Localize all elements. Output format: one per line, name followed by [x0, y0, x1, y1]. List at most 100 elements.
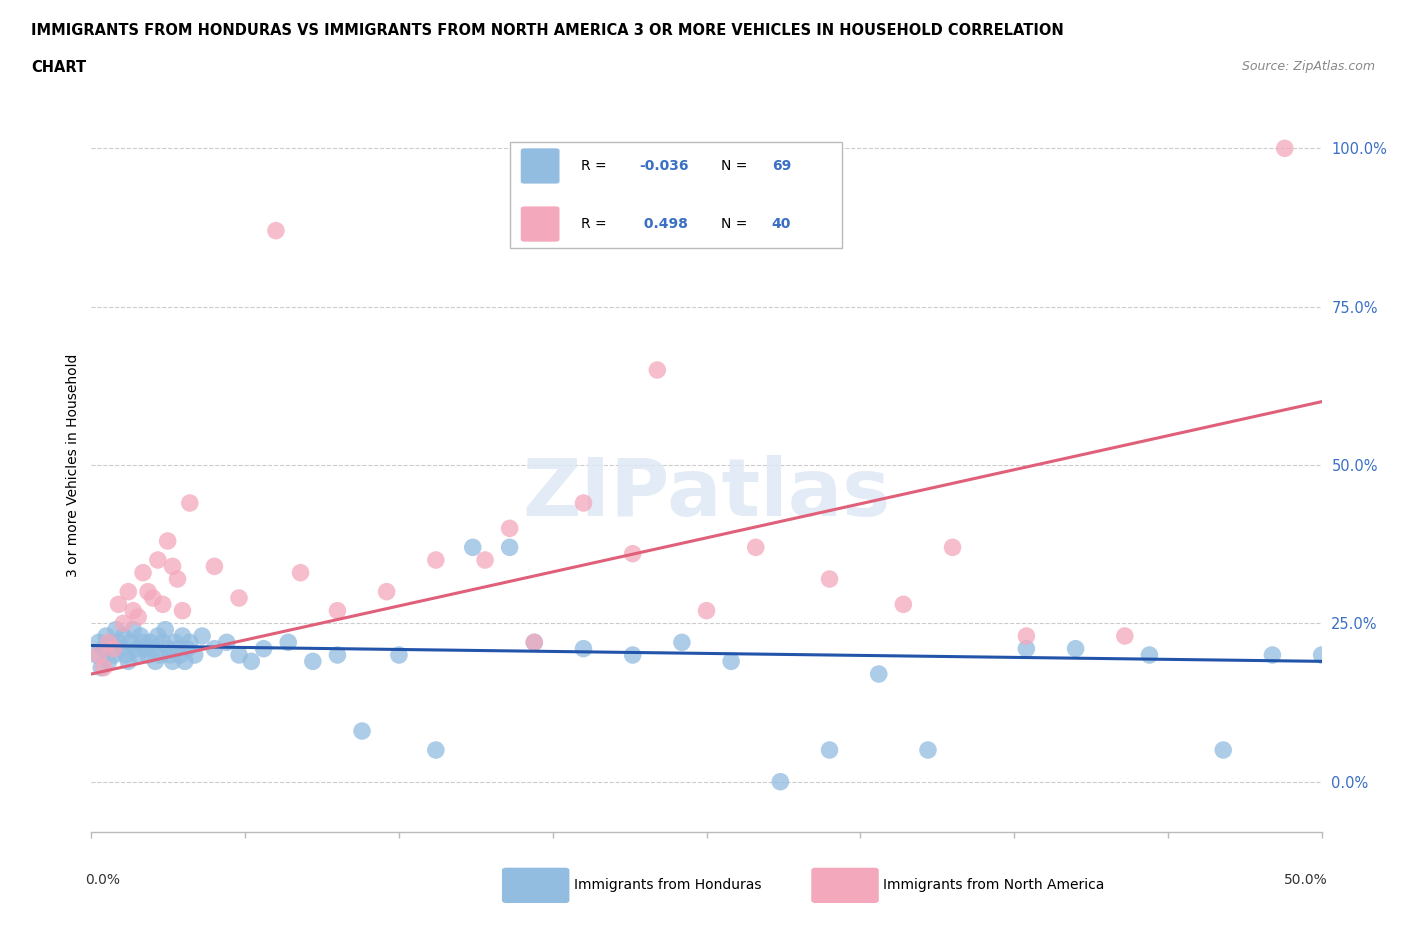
Point [132, 565, 155, 580]
Point [671, 635, 693, 650]
Point [142, 642, 165, 657]
Point [375, 584, 398, 599]
Y-axis label: 3 or more Vehicles in Household: 3 or more Vehicles in Household [66, 353, 80, 577]
Point [169, 647, 191, 662]
Point [146, 552, 169, 567]
Point [228, 647, 250, 662]
Point [523, 635, 546, 650]
Point [127, 609, 149, 624]
FancyBboxPatch shape [520, 206, 560, 242]
Point [97, 635, 120, 650]
Point [174, 654, 197, 669]
Point [97, 654, 120, 669]
Point [105, 622, 127, 637]
Point [172, 629, 194, 644]
Point [87, 635, 110, 650]
Point [264, 223, 287, 238]
Point [326, 604, 349, 618]
Point [1015, 629, 1038, 644]
Point [145, 654, 166, 669]
Text: IMMIGRANTS FROM HONDURAS VS IMMIGRANTS FROM NORTH AMERICA 3 OR MORE VEHICLES IN : IMMIGRANTS FROM HONDURAS VS IMMIGRANTS F… [31, 23, 1064, 38]
Text: Immigrants from Honduras: Immigrants from Honduras [574, 878, 761, 893]
Point [139, 635, 162, 650]
Point [1015, 642, 1038, 657]
Point [107, 597, 129, 612]
Point [110, 642, 132, 657]
Point [122, 622, 145, 637]
Point [152, 597, 174, 612]
Point [1114, 629, 1136, 644]
Text: ZIPatlas: ZIPatlas [523, 456, 890, 534]
Point [891, 597, 914, 612]
Point [127, 647, 149, 662]
Point [720, 654, 742, 669]
Point [425, 552, 447, 567]
Point [868, 667, 890, 682]
Point [425, 742, 447, 757]
Text: 0.498: 0.498 [638, 217, 688, 231]
Point [523, 635, 546, 650]
Point [498, 521, 520, 536]
Point [621, 546, 644, 561]
Point [179, 496, 201, 511]
Point [745, 540, 768, 555]
FancyBboxPatch shape [520, 149, 560, 183]
Point [153, 622, 177, 637]
Point [253, 642, 276, 657]
Point [202, 559, 225, 574]
Point [122, 604, 145, 618]
Point [1274, 140, 1296, 155]
Point [87, 647, 110, 662]
Text: 50.0%: 50.0% [1284, 872, 1327, 887]
Point [572, 642, 595, 657]
Point [120, 635, 142, 650]
Point [695, 604, 717, 618]
Point [240, 654, 263, 669]
Point [112, 629, 135, 644]
Point [135, 642, 157, 657]
Point [166, 572, 188, 587]
Point [114, 647, 138, 662]
Point [645, 363, 669, 378]
Point [941, 540, 963, 555]
Point [818, 742, 841, 757]
Point [176, 642, 198, 657]
Point [162, 654, 184, 669]
Point [159, 647, 181, 662]
Point [1261, 647, 1284, 662]
Point [474, 552, 496, 567]
Point [136, 647, 159, 662]
Text: 40: 40 [772, 217, 792, 231]
FancyBboxPatch shape [509, 141, 842, 248]
Point [572, 496, 595, 511]
Point [215, 635, 238, 650]
Text: N =: N = [721, 217, 752, 231]
Point [179, 635, 201, 650]
Point [228, 591, 250, 605]
Point [1139, 647, 1161, 662]
Point [86, 647, 108, 662]
Point [112, 616, 135, 631]
Text: Immigrants from North America: Immigrants from North America [883, 878, 1104, 893]
Point [202, 642, 225, 657]
Point [498, 540, 520, 555]
Point [1064, 642, 1087, 657]
Point [1310, 647, 1333, 662]
Point [163, 635, 186, 650]
Point [132, 635, 155, 650]
Point [103, 642, 125, 657]
Point [117, 584, 139, 599]
Point [172, 604, 194, 618]
Text: 69: 69 [772, 159, 792, 173]
Point [149, 647, 172, 662]
Point [96, 629, 117, 644]
Point [461, 540, 484, 555]
Point [1212, 742, 1234, 757]
Point [136, 584, 159, 599]
Point [146, 629, 169, 644]
Point [621, 647, 644, 662]
Point [162, 559, 184, 574]
Text: R =: R = [581, 159, 612, 173]
Point [818, 572, 841, 587]
Point [93, 642, 115, 657]
